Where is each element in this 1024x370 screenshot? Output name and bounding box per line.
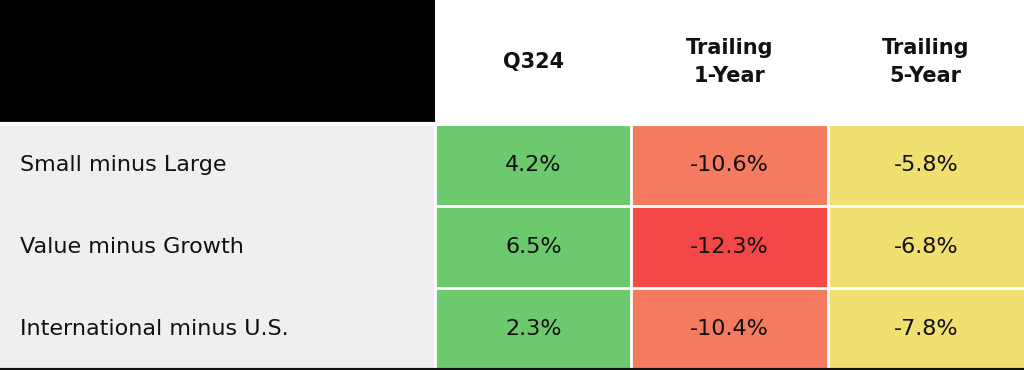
Bar bbox=[827, 124, 1024, 206]
Bar bbox=[0, 288, 435, 370]
Bar bbox=[0, 124, 435, 206]
Bar bbox=[435, 0, 632, 124]
Bar bbox=[632, 124, 827, 206]
Bar bbox=[632, 206, 827, 288]
Bar bbox=[827, 0, 1024, 124]
Text: 6.5%: 6.5% bbox=[505, 237, 561, 257]
Bar bbox=[827, 206, 1024, 288]
Text: -6.8%: -6.8% bbox=[894, 237, 958, 257]
Text: -10.4%: -10.4% bbox=[690, 319, 769, 339]
Bar bbox=[632, 0, 827, 124]
Text: 2.3%: 2.3% bbox=[505, 319, 561, 339]
Text: -12.3%: -12.3% bbox=[690, 237, 769, 257]
Text: 4.2%: 4.2% bbox=[505, 155, 561, 175]
Text: Trailing
1-Year: Trailing 1-Year bbox=[686, 38, 773, 86]
Text: -7.8%: -7.8% bbox=[894, 319, 958, 339]
Text: Trailing
5-Year: Trailing 5-Year bbox=[882, 38, 970, 86]
Text: -10.6%: -10.6% bbox=[690, 155, 769, 175]
Text: Small minus Large: Small minus Large bbox=[20, 155, 227, 175]
Bar bbox=[435, 288, 632, 370]
Bar bbox=[0, 0, 435, 124]
Bar bbox=[827, 288, 1024, 370]
Bar bbox=[435, 206, 632, 288]
Bar bbox=[632, 288, 827, 370]
Text: Q324: Q324 bbox=[503, 52, 564, 72]
Text: -5.8%: -5.8% bbox=[894, 155, 958, 175]
Text: International minus U.S.: International minus U.S. bbox=[20, 319, 289, 339]
Bar bbox=[0, 206, 435, 288]
Text: Value minus Growth: Value minus Growth bbox=[20, 237, 245, 257]
Bar bbox=[435, 124, 632, 206]
